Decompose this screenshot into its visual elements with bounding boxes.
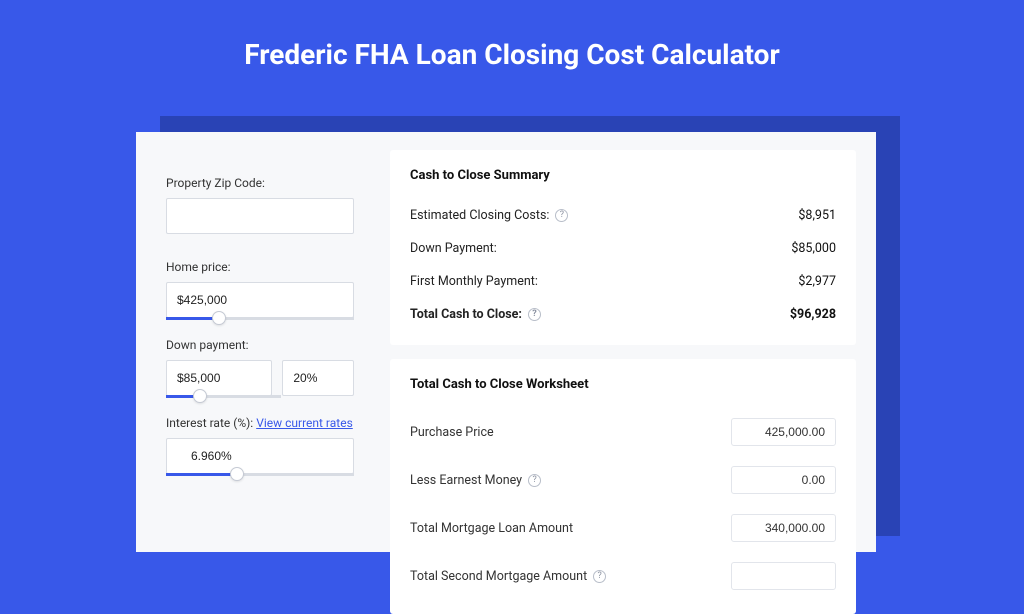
interest-rate-field: Interest rate (%): View current rates <box>166 416 354 476</box>
summary-row-label: First Monthly Payment: <box>410 274 538 289</box>
summary-row-label: Total Cash to Close:? <box>410 307 541 322</box>
worksheet-panel: Total Cash to Close Worksheet Purchase P… <box>390 359 856 614</box>
worksheet-value-input[interactable] <box>731 514 836 542</box>
worksheet-row-label: Purchase Price <box>410 425 494 440</box>
worksheet-title: Total Cash to Close Worksheet <box>410 377 836 392</box>
interest-rate-label: Interest rate (%): View current rates <box>166 416 354 430</box>
calculator-card: Property Zip Code: Home price: Down paym… <box>136 132 876 552</box>
slider-fill <box>166 473 237 476</box>
home-price-field: Home price: <box>166 260 354 320</box>
summary-row-value: $96,928 <box>790 307 836 322</box>
help-icon[interactable]: ? <box>555 209 568 222</box>
worksheet-row: Total Second Mortgage Amount? <box>410 552 836 600</box>
zip-label: Property Zip Code: <box>166 176 354 190</box>
interest-label-text: Interest rate (%): <box>166 416 253 430</box>
label-text: Estimated Closing Costs: <box>410 208 549 223</box>
worksheet-row-label: Less Earnest Money? <box>410 473 541 488</box>
label-text: First Monthly Payment: <box>410 274 538 289</box>
help-icon[interactable]: ? <box>593 570 606 583</box>
summary-row: First Monthly Payment: $2,977 <box>410 265 836 298</box>
help-icon[interactable]: ? <box>528 308 541 321</box>
interest-rate-slider[interactable] <box>166 473 354 476</box>
worksheet-value-input[interactable] <box>731 466 836 494</box>
summary-row-label: Estimated Closing Costs:? <box>410 208 568 223</box>
summary-row: Total Cash to Close:? $96,928 <box>410 298 836 331</box>
inputs-column: Property Zip Code: Home price: Down paym… <box>136 132 376 552</box>
worksheet-row-label: Total Mortgage Loan Amount <box>410 521 573 536</box>
view-rates-link[interactable]: View current rates <box>256 416 353 430</box>
worksheet-row: Less Earnest Money? <box>410 456 836 504</box>
summary-rows: Estimated Closing Costs:? $8,951 Down Paym… <box>410 199 836 331</box>
worksheet-rows: Purchase Price Less Earnest Money? Total M… <box>410 408 836 600</box>
interest-rate-input[interactable] <box>166 438 354 474</box>
label-text: Down Payment: <box>410 241 497 256</box>
worksheet-row: Total Mortgage Loan Amount <box>410 504 836 552</box>
slider-thumb[interactable] <box>193 389 207 403</box>
down-payment-label: Down payment: <box>166 338 354 352</box>
results-column: Cash to Close Summary Estimated Closing … <box>376 132 876 552</box>
summary-row-value: $85,000 <box>791 241 836 256</box>
summary-row-label: Down Payment: <box>410 241 497 256</box>
label-text: Purchase Price <box>410 425 494 440</box>
summary-row-value: $2,977 <box>798 274 836 289</box>
summary-row: Down Payment: $85,000 <box>410 232 836 265</box>
worksheet-value-input[interactable] <box>731 562 836 590</box>
home-price-label: Home price: <box>166 260 354 274</box>
down-payment-slider[interactable] <box>166 395 281 398</box>
slider-thumb[interactable] <box>212 311 226 325</box>
summary-title: Cash to Close Summary <box>410 168 836 183</box>
worksheet-row-label: Total Second Mortgage Amount? <box>410 569 606 584</box>
summary-panel: Cash to Close Summary Estimated Closing … <box>390 150 856 345</box>
down-payment-field: Down payment: <box>166 338 354 398</box>
label-text: Total Second Mortgage Amount <box>410 569 587 584</box>
label-text: Total Cash to Close: <box>410 307 522 322</box>
summary-row-value: $8,951 <box>798 208 836 223</box>
down-payment-input[interactable] <box>166 360 272 396</box>
zip-field: Property Zip Code: <box>166 176 354 234</box>
help-icon[interactable]: ? <box>528 474 541 487</box>
worksheet-row: Purchase Price <box>410 408 836 456</box>
worksheet-value-input[interactable] <box>731 418 836 446</box>
label-text: Total Mortgage Loan Amount <box>410 521 573 536</box>
home-price-input[interactable] <box>166 282 354 318</box>
label-text: Less Earnest Money <box>410 473 522 488</box>
zip-input[interactable] <box>166 198 354 234</box>
summary-row: Estimated Closing Costs:? $8,951 <box>410 199 836 232</box>
down-payment-pct-input[interactable] <box>282 360 354 396</box>
home-price-slider[interactable] <box>166 317 354 320</box>
slider-thumb[interactable] <box>230 467 244 481</box>
page-title: Frederic FHA Loan Closing Cost Calculato… <box>0 0 1024 99</box>
